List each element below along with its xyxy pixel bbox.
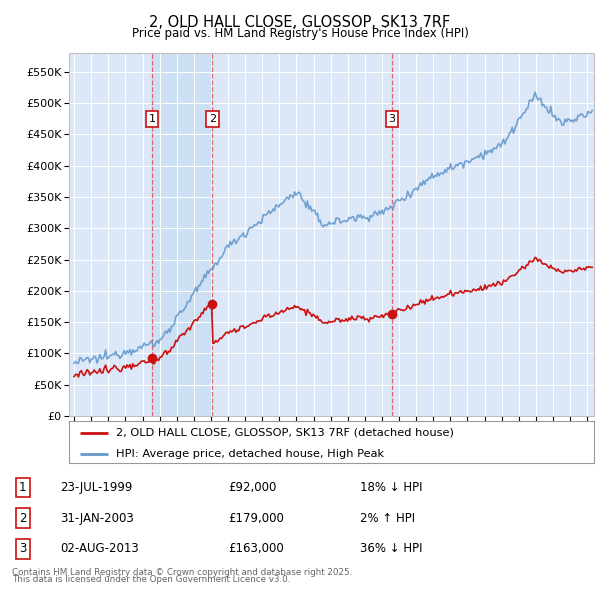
Text: £163,000: £163,000 <box>228 542 284 555</box>
Text: Price paid vs. HM Land Registry's House Price Index (HPI): Price paid vs. HM Land Registry's House … <box>131 27 469 40</box>
Text: HPI: Average price, detached house, High Peak: HPI: Average price, detached house, High… <box>116 449 385 459</box>
Text: 1: 1 <box>149 114 155 124</box>
Text: 31-JAN-2003: 31-JAN-2003 <box>60 512 134 525</box>
Text: 1: 1 <box>19 481 26 494</box>
Text: 18% ↓ HPI: 18% ↓ HPI <box>360 481 422 494</box>
Text: 2: 2 <box>19 512 26 525</box>
Text: 36% ↓ HPI: 36% ↓ HPI <box>360 542 422 555</box>
Text: 23-JUL-1999: 23-JUL-1999 <box>60 481 133 494</box>
Text: 2: 2 <box>209 114 216 124</box>
Text: £179,000: £179,000 <box>228 512 284 525</box>
Text: Contains HM Land Registry data © Crown copyright and database right 2025.: Contains HM Land Registry data © Crown c… <box>12 568 352 577</box>
Text: 3: 3 <box>388 114 395 124</box>
Text: 2, OLD HALL CLOSE, GLOSSOP, SK13 7RF (detached house): 2, OLD HALL CLOSE, GLOSSOP, SK13 7RF (de… <box>116 428 454 438</box>
Text: 2, OLD HALL CLOSE, GLOSSOP, SK13 7RF: 2, OLD HALL CLOSE, GLOSSOP, SK13 7RF <box>149 15 451 30</box>
Text: 3: 3 <box>19 542 26 555</box>
Text: 2% ↑ HPI: 2% ↑ HPI <box>360 512 415 525</box>
Bar <box>152 53 212 416</box>
Text: 02-AUG-2013: 02-AUG-2013 <box>60 542 139 555</box>
Text: This data is licensed under the Open Government Licence v3.0.: This data is licensed under the Open Gov… <box>12 575 290 584</box>
Text: £92,000: £92,000 <box>228 481 277 494</box>
